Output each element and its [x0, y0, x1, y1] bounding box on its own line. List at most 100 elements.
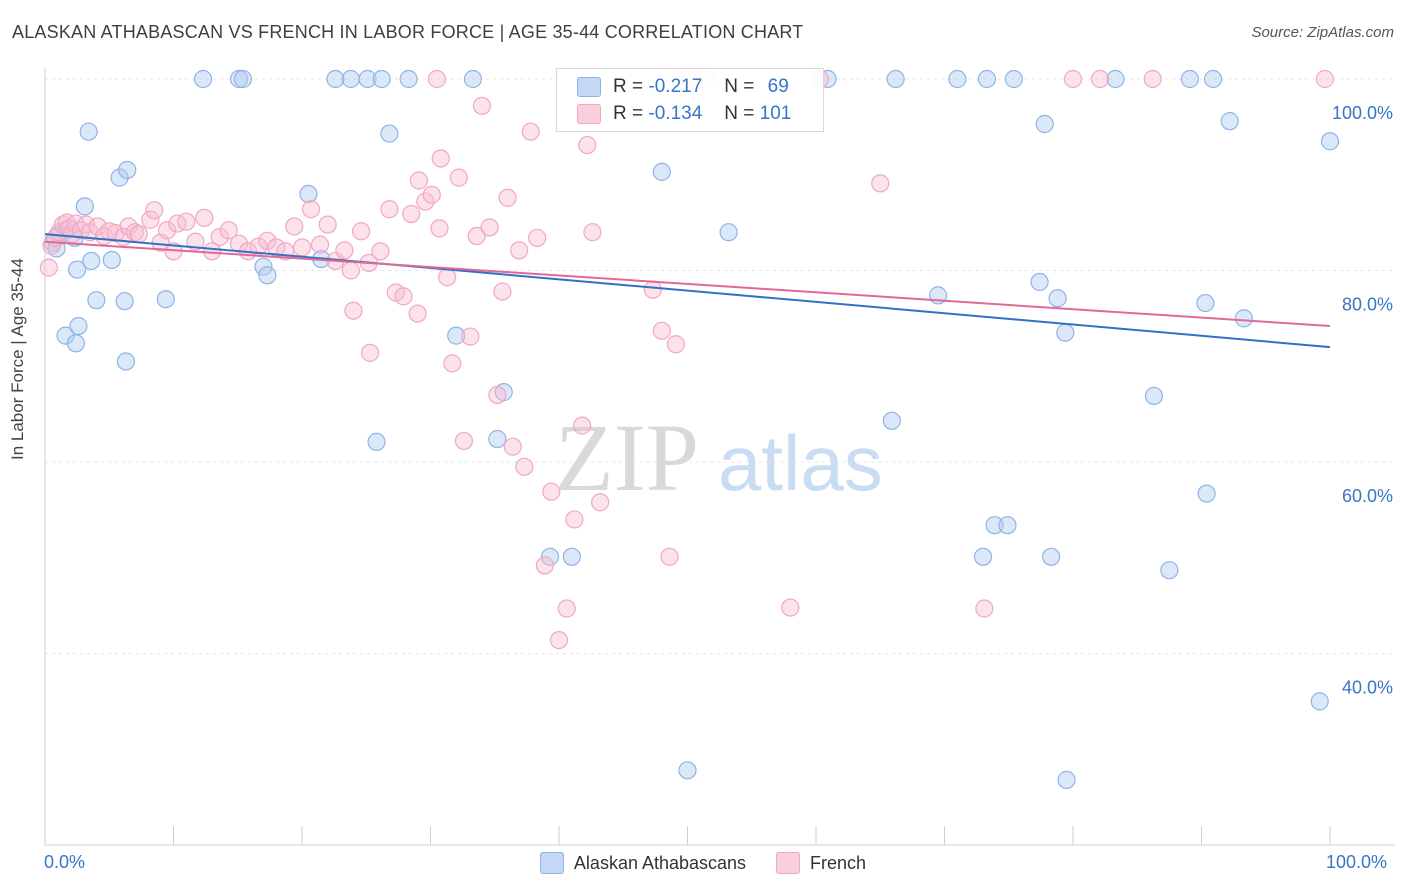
french-point — [141, 210, 160, 229]
french-point — [660, 547, 679, 566]
french-point — [361, 343, 380, 362]
french-point — [318, 215, 337, 234]
french-point — [88, 217, 107, 236]
athabascan-point — [1035, 114, 1054, 134]
athabascan-point — [652, 162, 671, 181]
french-point — [591, 493, 610, 512]
x-tick-label-max: 100.0% — [1326, 852, 1388, 872]
french-point — [871, 174, 890, 193]
french-point — [652, 321, 671, 340]
french-point — [335, 241, 354, 260]
french-point — [493, 282, 512, 301]
french-point — [542, 482, 561, 501]
legend-swatch-athabascan — [577, 77, 601, 97]
athabascan-point — [399, 69, 418, 89]
athabascan-point — [68, 260, 87, 279]
axes — [44, 68, 1395, 846]
athabascan-point — [372, 69, 391, 89]
watermark-zip: ZIP — [555, 404, 699, 511]
french-point — [535, 556, 554, 575]
y-tick-labels: 40.0% 60.0% 80.0% 100.0% — [1332, 103, 1393, 698]
athabascan-point — [1160, 561, 1179, 580]
french-point — [666, 335, 686, 354]
french-point — [1315, 69, 1334, 89]
athabascan-point — [1056, 323, 1075, 342]
series-legend-french: French — [776, 852, 866, 874]
athabascan-point — [463, 69, 483, 89]
athabascan-point — [79, 122, 98, 141]
athabascan-point — [540, 547, 560, 566]
athabascan-point — [998, 516, 1017, 535]
athabascan-point — [69, 316, 88, 336]
french-point — [510, 241, 529, 260]
french-point — [431, 149, 450, 168]
french-point — [583, 223, 602, 242]
french-point — [145, 201, 164, 220]
french-point — [285, 217, 304, 236]
legend-n-value: 69 — [767, 76, 789, 97]
french-point — [292, 238, 312, 257]
athabascan-point — [1234, 309, 1254, 328]
athabascan-point — [115, 292, 134, 311]
french-point — [39, 258, 58, 277]
athabascan-point — [87, 291, 106, 310]
french-point — [177, 212, 196, 231]
french-point — [454, 431, 474, 451]
athabascan-point — [110, 168, 129, 187]
french-point — [467, 226, 486, 246]
athabascan-point — [229, 69, 249, 89]
legend-row-french: R = -0.134 N = 101 — [577, 102, 791, 126]
legend-r-label: R = — [613, 103, 644, 124]
athabascan-point — [973, 547, 993, 566]
french-point — [409, 171, 429, 190]
french-point — [422, 185, 441, 204]
athabascan-point — [1320, 132, 1340, 151]
watermark: ZIP atlas — [555, 404, 883, 511]
french-point — [1090, 69, 1110, 89]
french-point — [578, 135, 597, 155]
athabascan-point — [1180, 69, 1200, 89]
y-tick-label: 40.0% — [1342, 678, 1393, 698]
french-point — [472, 96, 491, 115]
french-point — [488, 385, 507, 405]
athabascan-point — [447, 326, 466, 345]
french-point — [438, 268, 457, 287]
french-point — [498, 188, 517, 207]
stats-legend: R = -0.217 N = 69 R = -0.134 N = 101 — [556, 68, 824, 132]
athabascan-point — [75, 197, 94, 216]
french-point — [521, 122, 540, 141]
french-point — [394, 287, 413, 306]
athabascan-point — [380, 124, 399, 143]
french-point — [341, 261, 360, 280]
athabascan-point — [1106, 69, 1125, 89]
athabascan-point — [948, 69, 967, 89]
french-point — [643, 280, 662, 299]
athabascan-point — [102, 250, 121, 270]
legend-r-value: -0.134 — [648, 103, 703, 124]
french-point — [408, 304, 427, 323]
athabascan-point — [341, 69, 360, 89]
french-point — [557, 599, 576, 618]
french-point — [549, 630, 569, 650]
grid-lines — [45, 78, 1395, 654]
athabascan-point — [254, 257, 273, 276]
data-points — [39, 69, 1340, 789]
watermark-atlas: atlas — [718, 419, 883, 507]
athabascan-point — [1030, 272, 1049, 292]
french-point — [380, 200, 399, 219]
series-swatch-athabascan — [539, 852, 564, 874]
trend-lines — [44, 233, 1331, 349]
french-point — [427, 69, 447, 89]
chart-title: ALASKAN ATHABASCAN VS FRENCH IN LABOR FO… — [12, 22, 804, 42]
french-point — [461, 327, 480, 346]
french-point — [129, 225, 148, 244]
athabascan-point — [1203, 69, 1223, 89]
french-point — [258, 231, 277, 250]
athabascan-point — [82, 251, 101, 271]
series-swatch-french — [776, 852, 801, 874]
athabascan-point — [1196, 293, 1215, 313]
athabascan-point — [1197, 484, 1216, 503]
french-trend-line — [44, 240, 1331, 328]
french-point — [565, 510, 584, 529]
athabascan-point — [56, 326, 75, 345]
